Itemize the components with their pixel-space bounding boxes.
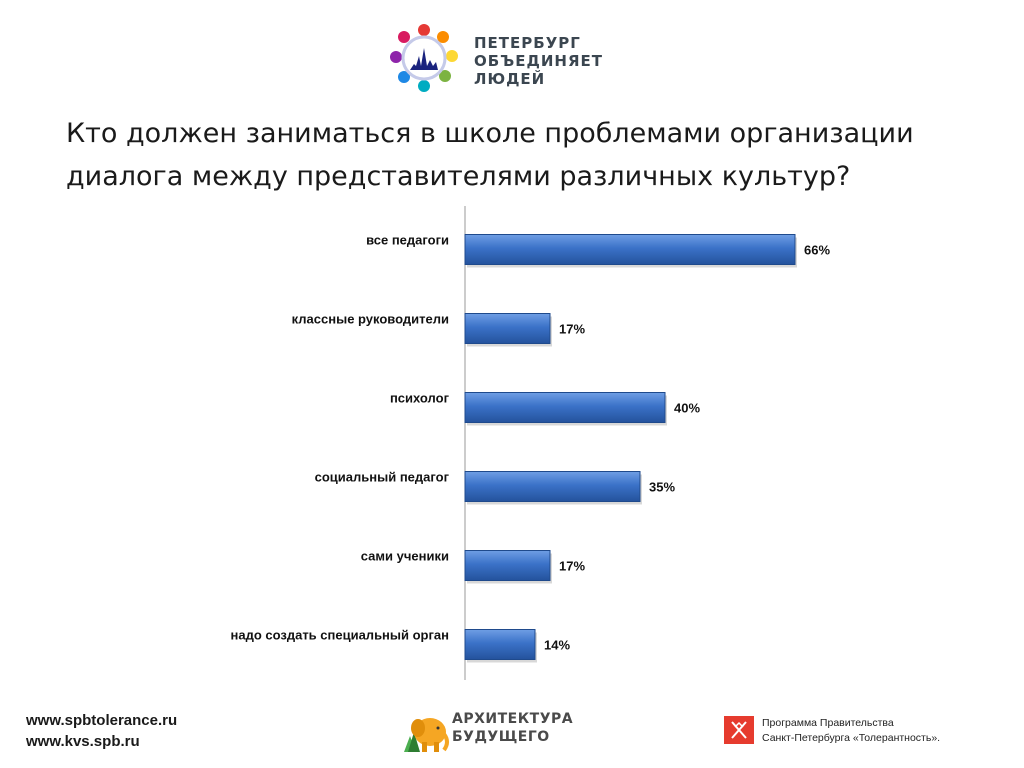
logo-line-2: ОБЪЕДИНЯЕТ (474, 52, 604, 70)
bar-3 (464, 392, 666, 423)
slide-title: Кто должен заниматься в школе проблемами… (66, 118, 914, 192)
data-label-5: 17% (559, 559, 585, 574)
bar-6 (464, 629, 536, 660)
bar-2 (464, 313, 551, 344)
data-label-4: 35% (649, 480, 675, 495)
program-line-1: Программа Правительства (762, 717, 894, 729)
bar-1 (464, 234, 796, 265)
category-label-5: сами ученики (361, 549, 449, 564)
logo-line-3: ЛЮДЕЙ (474, 70, 546, 88)
government-program-note: Программа Правительства Санкт-Петербурга… (724, 715, 1014, 747)
data-label-1: 66% (804, 243, 830, 258)
spb-flag-icon (724, 716, 754, 744)
data-label-2: 17% (559, 322, 585, 337)
category-label-6: надо создать специальный орган (230, 628, 449, 643)
arch-line-1: АРХИТЕКТУРА (452, 711, 574, 727)
elephant-logo-icon (404, 718, 449, 752)
bar-5 (464, 550, 551, 581)
arch-line-2: БУДУЩЕГО (452, 729, 550, 745)
petersburg-unites-logo: ПЕТЕРБУРГ ОБЪЕДИНЯЕТ ЛЮДЕЙ (388, 22, 618, 100)
architecture-of-future-logo: АРХИТЕКТУРА БУДУЩЕГО (400, 706, 574, 754)
bar-chart: все педагоги 66% классные руководители 17% п… (230, 206, 830, 680)
bar-4 (464, 471, 641, 502)
category-label-3: психолог (390, 391, 450, 406)
category-label-1: все педагоги (366, 233, 449, 248)
logo-line-1: ПЕТЕРБУРГ (474, 34, 581, 52)
link-spbtolerance[interactable]: www.spbtolerance.ru (26, 712, 178, 729)
category-label-4: социальный педагог (315, 470, 450, 485)
link-kvs[interactable]: www.kvs.spb.ru (26, 733, 140, 750)
category-label-2: классные руководители (292, 312, 449, 327)
program-line-2: Санкт-Петербурга «Толерантность». (762, 732, 941, 744)
people-circle-logo-icon (390, 24, 458, 92)
data-label-6: 14% (544, 638, 570, 653)
footer-links: www.spbtolerance.ru www.kvs.spb.ru (26, 710, 177, 752)
data-label-3: 40% (674, 401, 700, 416)
